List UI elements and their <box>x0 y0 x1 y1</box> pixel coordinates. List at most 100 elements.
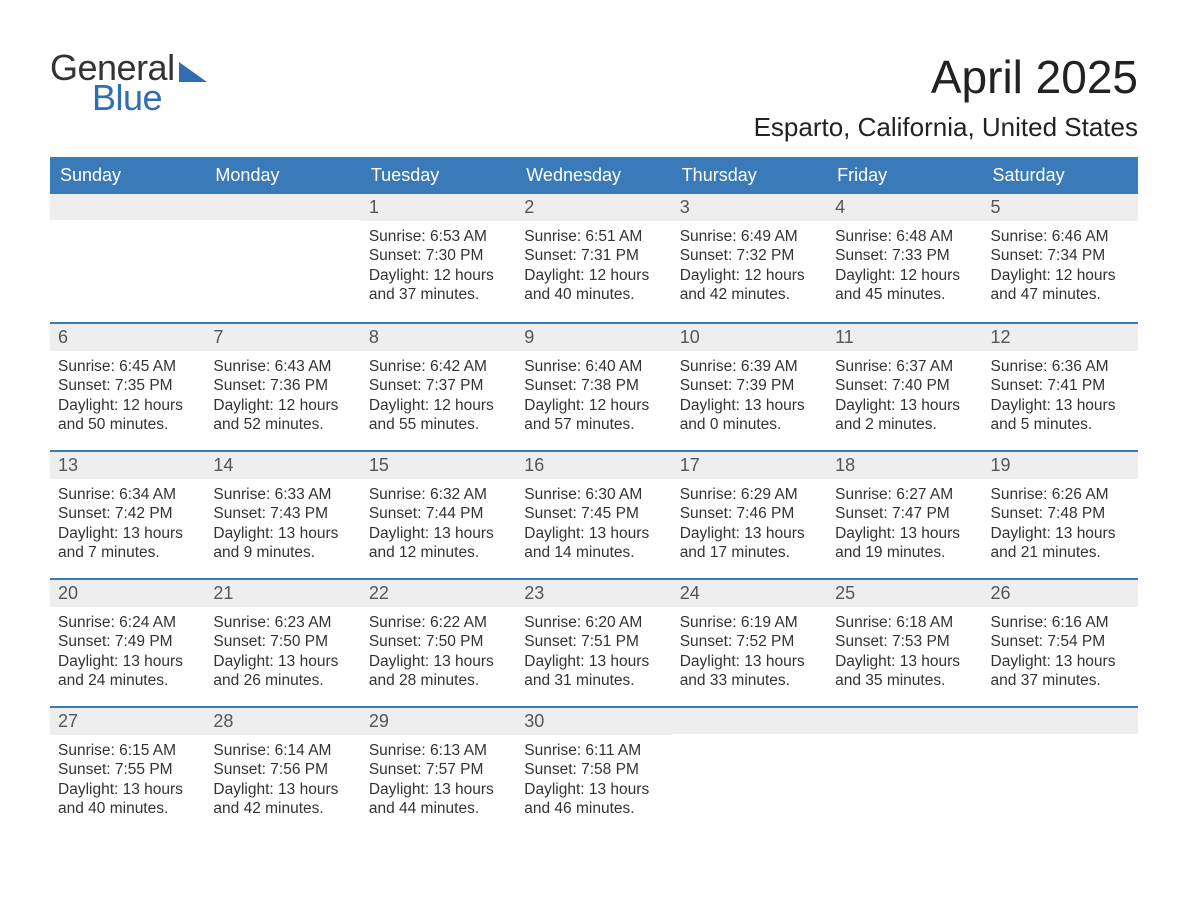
day-line: Sunset: 7:49 PM <box>58 632 197 651</box>
day-line: Sunset: 7:50 PM <box>369 632 508 651</box>
day-line: Sunrise: 6:26 AM <box>991 485 1130 504</box>
day-line: Sunset: 7:45 PM <box>524 504 663 523</box>
day-body: Sunrise: 6:42 AMSunset: 7:37 PMDaylight:… <box>361 351 516 445</box>
day-line: Sunset: 7:47 PM <box>835 504 974 523</box>
day-cell: 10Sunrise: 6:39 AMSunset: 7:39 PMDayligh… <box>672 324 827 450</box>
day-cell: 19Sunrise: 6:26 AMSunset: 7:48 PMDayligh… <box>983 452 1138 578</box>
day-line: Daylight: 12 hours <box>991 266 1130 285</box>
day-number: 28 <box>205 708 360 735</box>
day-line: Daylight: 12 hours <box>369 266 508 285</box>
day-body: Sunrise: 6:43 AMSunset: 7:36 PMDaylight:… <box>205 351 360 445</box>
day-line: Daylight: 13 hours <box>213 524 352 543</box>
day-cell: 12Sunrise: 6:36 AMSunset: 7:41 PMDayligh… <box>983 324 1138 450</box>
day-line: Sunset: 7:52 PM <box>680 632 819 651</box>
day-line: Sunset: 7:55 PM <box>58 760 197 779</box>
weekday-header: Tuesday <box>361 157 516 194</box>
day-line: and 40 minutes. <box>58 799 197 818</box>
day-body: Sunrise: 6:36 AMSunset: 7:41 PMDaylight:… <box>983 351 1138 445</box>
day-line: and 37 minutes. <box>369 285 508 304</box>
day-cell: 23Sunrise: 6:20 AMSunset: 7:51 PMDayligh… <box>516 580 671 706</box>
day-line: and 37 minutes. <box>991 671 1130 690</box>
weekday-header: Friday <box>827 157 982 194</box>
week-row: 1Sunrise: 6:53 AMSunset: 7:30 PMDaylight… <box>50 194 1138 322</box>
day-line: Sunrise: 6:51 AM <box>524 227 663 246</box>
day-line: Sunrise: 6:20 AM <box>524 613 663 632</box>
day-line: Sunrise: 6:32 AM <box>369 485 508 504</box>
day-line: Daylight: 13 hours <box>369 524 508 543</box>
day-body: Sunrise: 6:51 AMSunset: 7:31 PMDaylight:… <box>516 221 671 315</box>
day-line: Daylight: 13 hours <box>369 652 508 671</box>
day-line: Sunrise: 6:42 AM <box>369 357 508 376</box>
day-cell: 25Sunrise: 6:18 AMSunset: 7:53 PMDayligh… <box>827 580 982 706</box>
day-line: and 42 minutes. <box>213 799 352 818</box>
day-line: Sunset: 7:36 PM <box>213 376 352 395</box>
day-number: 22 <box>361 580 516 607</box>
day-number: 2 <box>516 194 671 221</box>
day-line: and 5 minutes. <box>991 415 1130 434</box>
day-line: Daylight: 13 hours <box>835 652 974 671</box>
day-number: 10 <box>672 324 827 351</box>
day-body: Sunrise: 6:45 AMSunset: 7:35 PMDaylight:… <box>50 351 205 445</box>
day-cell <box>672 708 827 834</box>
week-row: 6Sunrise: 6:45 AMSunset: 7:35 PMDaylight… <box>50 322 1138 450</box>
day-line: and 0 minutes. <box>680 415 819 434</box>
day-line: and 21 minutes. <box>991 543 1130 562</box>
day-cell: 3Sunrise: 6:49 AMSunset: 7:32 PMDaylight… <box>672 194 827 322</box>
day-number <box>50 194 205 220</box>
day-number: 1 <box>361 194 516 221</box>
day-line: and 35 minutes. <box>835 671 974 690</box>
day-cell: 2Sunrise: 6:51 AMSunset: 7:31 PMDaylight… <box>516 194 671 322</box>
day-line: Daylight: 12 hours <box>524 396 663 415</box>
day-body: Sunrise: 6:49 AMSunset: 7:32 PMDaylight:… <box>672 221 827 315</box>
day-body: Sunrise: 6:19 AMSunset: 7:52 PMDaylight:… <box>672 607 827 701</box>
day-line: Sunset: 7:57 PM <box>369 760 508 779</box>
day-line: Sunset: 7:58 PM <box>524 760 663 779</box>
day-number: 9 <box>516 324 671 351</box>
day-number: 29 <box>361 708 516 735</box>
day-number <box>205 194 360 220</box>
day-line: Sunrise: 6:48 AM <box>835 227 974 246</box>
day-line: Sunset: 7:33 PM <box>835 246 974 265</box>
day-line: Sunset: 7:41 PM <box>991 376 1130 395</box>
day-line: Sunrise: 6:15 AM <box>58 741 197 760</box>
day-line: Sunset: 7:54 PM <box>991 632 1130 651</box>
day-body: Sunrise: 6:13 AMSunset: 7:57 PMDaylight:… <box>361 735 516 829</box>
day-line: Sunset: 7:39 PM <box>680 376 819 395</box>
weekday-header: Monday <box>205 157 360 194</box>
day-line: Daylight: 13 hours <box>58 652 197 671</box>
day-line: Sunset: 7:31 PM <box>524 246 663 265</box>
day-line: and 55 minutes. <box>369 415 508 434</box>
day-cell: 6Sunrise: 6:45 AMSunset: 7:35 PMDaylight… <box>50 324 205 450</box>
day-line: Daylight: 13 hours <box>680 524 819 543</box>
day-line: Sunrise: 6:23 AM <box>213 613 352 632</box>
day-line: Daylight: 13 hours <box>213 780 352 799</box>
day-number: 4 <box>827 194 982 221</box>
day-line: and 9 minutes. <box>213 543 352 562</box>
day-line: and 50 minutes. <box>58 415 197 434</box>
day-line: Daylight: 13 hours <box>991 524 1130 543</box>
day-body: Sunrise: 6:48 AMSunset: 7:33 PMDaylight:… <box>827 221 982 315</box>
day-body <box>827 734 982 750</box>
day-body <box>672 734 827 750</box>
title-block: April 2025 Esparto, California, United S… <box>754 50 1138 143</box>
day-line: Daylight: 13 hours <box>991 652 1130 671</box>
day-line: and 7 minutes. <box>58 543 197 562</box>
day-line: Sunset: 7:34 PM <box>991 246 1130 265</box>
weekday-header: Thursday <box>672 157 827 194</box>
day-body <box>983 734 1138 750</box>
location-subtitle: Esparto, California, United States <box>754 112 1138 143</box>
day-line: Sunset: 7:30 PM <box>369 246 508 265</box>
day-body: Sunrise: 6:37 AMSunset: 7:40 PMDaylight:… <box>827 351 982 445</box>
day-line: Sunset: 7:38 PM <box>524 376 663 395</box>
day-line: Sunset: 7:35 PM <box>58 376 197 395</box>
day-cell: 21Sunrise: 6:23 AMSunset: 7:50 PMDayligh… <box>205 580 360 706</box>
day-body: Sunrise: 6:29 AMSunset: 7:46 PMDaylight:… <box>672 479 827 573</box>
day-body: Sunrise: 6:53 AMSunset: 7:30 PMDaylight:… <box>361 221 516 315</box>
day-line: and 17 minutes. <box>680 543 819 562</box>
day-line: Daylight: 12 hours <box>369 396 508 415</box>
day-line: Daylight: 13 hours <box>991 396 1130 415</box>
day-number: 30 <box>516 708 671 735</box>
day-line: Sunrise: 6:13 AM <box>369 741 508 760</box>
day-number: 12 <box>983 324 1138 351</box>
day-line: Daylight: 13 hours <box>524 524 663 543</box>
